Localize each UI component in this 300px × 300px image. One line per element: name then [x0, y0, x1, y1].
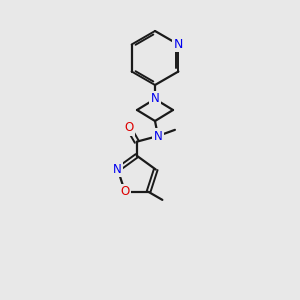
Text: N: N	[174, 38, 183, 51]
Text: N: N	[154, 130, 162, 142]
Text: N: N	[113, 163, 122, 176]
Text: O: O	[120, 185, 130, 198]
Text: N: N	[151, 92, 159, 106]
Text: O: O	[124, 121, 134, 134]
